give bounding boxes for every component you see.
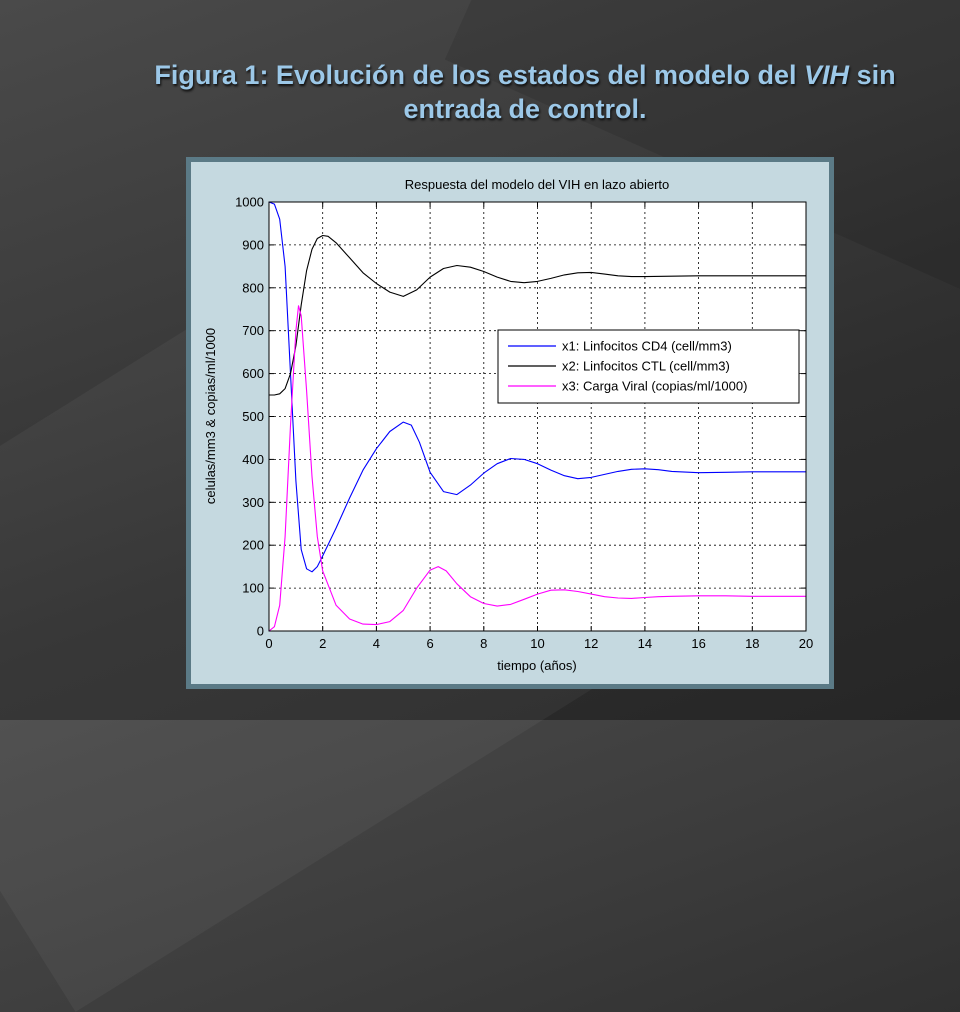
y-tick-label: 800 <box>242 280 264 295</box>
y-tick-label: 500 <box>242 409 264 424</box>
x-tick-label: 2 <box>319 636 326 651</box>
legend-label: x1: Linfocitos CD4 (cell/mm3) <box>562 339 732 354</box>
slide-title: Figura 1: Evolución de los estados del m… <box>90 58 960 126</box>
legend-label: x3: Carga Viral (copias/ml/1000) <box>562 379 747 394</box>
y-tick-label: 200 <box>242 538 264 553</box>
y-tick-label: 600 <box>242 366 264 381</box>
series-line-x3 <box>268 305 806 632</box>
grid <box>269 202 806 631</box>
x-tick-label: 0 <box>265 636 272 651</box>
x-tick-label: 12 <box>584 636 598 651</box>
ticks: 0 2 4 6 8 10 12 14 16 18 2001002003004005006007008… <box>235 195 813 652</box>
series-line-x2 <box>269 234 806 396</box>
x-axis-label: tiempo (años) <box>497 658 576 673</box>
slide-title-line1: Figura 1: Evolución de los estados del m… <box>154 60 896 90</box>
y-tick-label: 1000 <box>235 195 264 210</box>
y-tick-label: 700 <box>242 323 264 338</box>
x-tick-label: 6 <box>426 636 433 651</box>
chart: 0 2 4 6 8 10 12 14 16 18 2001002003004005006007008… <box>203 177 813 673</box>
x-tick-label: 14 <box>638 636 652 651</box>
series-group <box>268 201 806 632</box>
slide-title-line2: entrada de control. <box>403 94 647 124</box>
x-tick-label: 20 <box>799 636 813 651</box>
y-tick-label: 100 <box>242 581 264 596</box>
x-tick-label: 4 <box>373 636 380 651</box>
y-tick-label: 0 <box>257 624 264 639</box>
y-tick-label: 300 <box>242 495 264 510</box>
legend-label: x2: Linfocitos CTL (cell/mm3) <box>562 359 730 374</box>
x-tick-label: 18 <box>745 636 759 651</box>
legend: x1: Linfocitos CD4 (cell/mm3) x2: Linfoci… <box>497 329 800 404</box>
x-tick-label: 8 <box>480 636 487 651</box>
y-tick-label: 400 <box>242 452 264 467</box>
y-axis-label: celulas/mm3 & copias/ml/1000 <box>203 328 218 504</box>
y-tick-label: 900 <box>242 237 264 252</box>
series-line-x1 <box>268 201 806 573</box>
chart-title: Respuesta del modelo del VIH en lazo abi… <box>405 177 670 192</box>
x-tick-label: 10 <box>530 636 544 651</box>
x-tick-label: 16 <box>691 636 705 651</box>
